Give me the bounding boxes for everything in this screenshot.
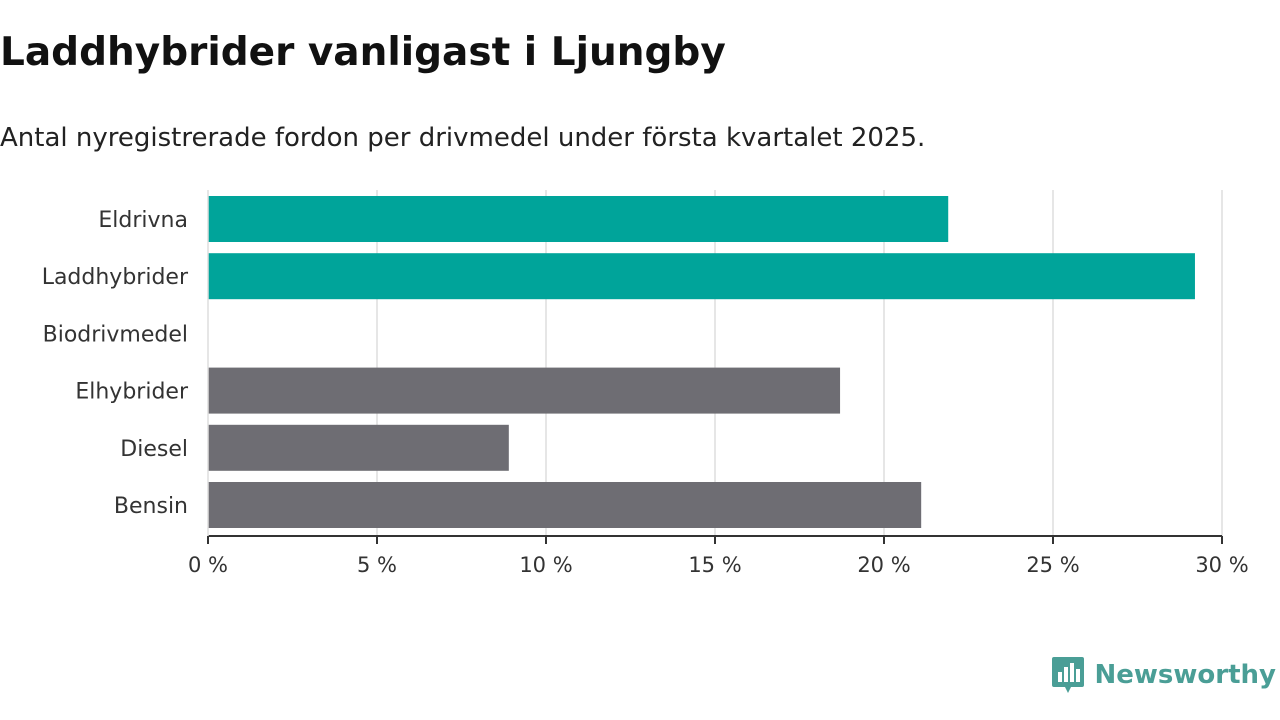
- gridlines: [376, 190, 1223, 536]
- bar-elhybrider: [208, 367, 841, 414]
- x-axis: 0 % 5 % 10 % 15 % 20 % 25 % 30 %: [188, 190, 1249, 577]
- category-label: Laddhybrider: [42, 265, 189, 290]
- bar-chart: Eldrivna Laddhybrider Biodrivmedel Elhybrid…: [42, 190, 1249, 577]
- category-label: Diesel: [120, 437, 188, 462]
- bar-bensin: [208, 482, 922, 528]
- category-label: Biodrivmedel: [43, 322, 188, 347]
- bar-diesel: [208, 424, 509, 471]
- chart-title: Laddhybrider vanligast i Ljungby: [0, 30, 726, 75]
- x-tick-label: 5 %: [357, 553, 397, 577]
- x-tick-label: 10 %: [519, 553, 572, 577]
- newsworthy-logo-icon: [1051, 657, 1084, 693]
- category-label: Bensin: [114, 494, 188, 519]
- x-tick-label: 25 %: [1026, 553, 1079, 577]
- x-tick-label: 0 %: [188, 553, 228, 577]
- brand-logo: Newsworthy: [1051, 655, 1276, 695]
- x-tick-label: 20 %: [857, 553, 910, 577]
- brand-name: Newsworthy: [1094, 660, 1276, 690]
- bars: [208, 196, 1195, 528]
- chart-subtitle: Antal nyregistrerade fordon per drivmede…: [0, 123, 926, 153]
- x-tick-label: 15 %: [688, 553, 741, 577]
- category-label: Elhybrider: [75, 380, 189, 405]
- bar-eldrivna: [208, 196, 949, 242]
- bar-laddhybrider: [208, 253, 1195, 300]
- x-tick-label: 30 %: [1195, 553, 1248, 577]
- category-labels: Eldrivna Laddhybrider Biodrivmedel Elhybrid…: [42, 208, 189, 519]
- category-label: Eldrivna: [98, 208, 188, 233]
